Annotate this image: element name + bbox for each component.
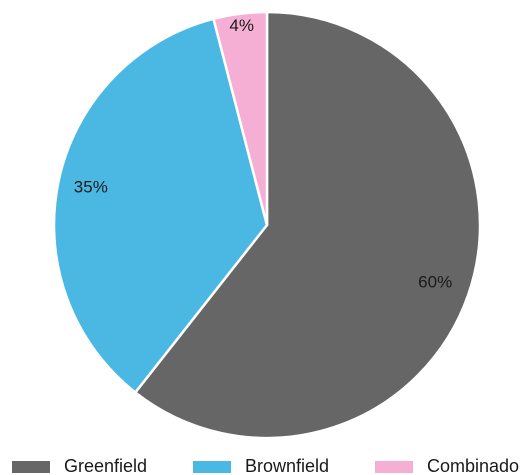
data-label-combinado: 4% <box>229 16 254 35</box>
legend: Greenfield Brownfield Combinado <box>12 456 519 475</box>
legend-label-greenfield: Greenfield <box>64 456 147 475</box>
legend-swatch-greenfield <box>12 461 50 473</box>
legend-item-brownfield: Brownfield <box>193 456 329 475</box>
legend-swatch-brownfield <box>193 461 231 473</box>
legend-label-brownfield: Brownfield <box>245 456 329 475</box>
legend-swatch-combinado <box>375 461 413 473</box>
pie-slice-greenfield <box>134 10 482 440</box>
legend-item-combinado: Combinado <box>375 456 519 475</box>
legend-label-combinado: Combinado <box>427 456 519 475</box>
data-label-brownfield: 35% <box>74 178 108 197</box>
pie-data-labels: 60% 35% 4% <box>74 16 452 292</box>
pie-slice-combinado <box>212 10 269 227</box>
legend-item-greenfield: Greenfield <box>12 456 147 475</box>
pie-slices <box>52 10 482 440</box>
pie-slice-brownfield <box>52 17 269 394</box>
data-label-greenfield: 60% <box>418 273 452 292</box>
